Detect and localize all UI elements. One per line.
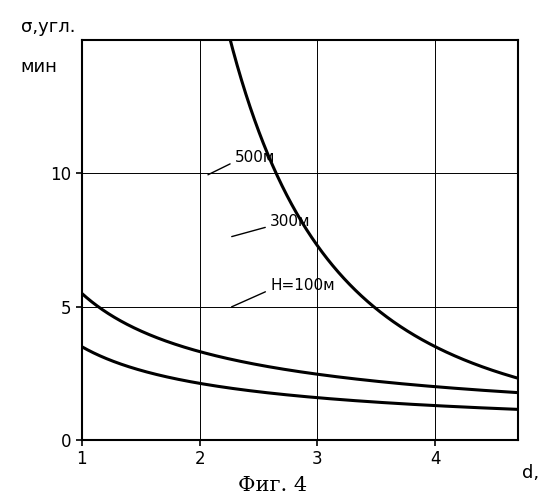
Text: Фиг. 4: Фиг. 4 (238, 476, 307, 495)
Text: d, км: d, км (522, 464, 545, 482)
Text: 300м: 300м (270, 214, 311, 229)
Text: H=100м: H=100м (270, 278, 335, 293)
Text: мин: мин (21, 58, 58, 76)
Text: σ,угл.: σ,угл. (21, 18, 75, 36)
Text: 500м: 500м (235, 150, 275, 165)
